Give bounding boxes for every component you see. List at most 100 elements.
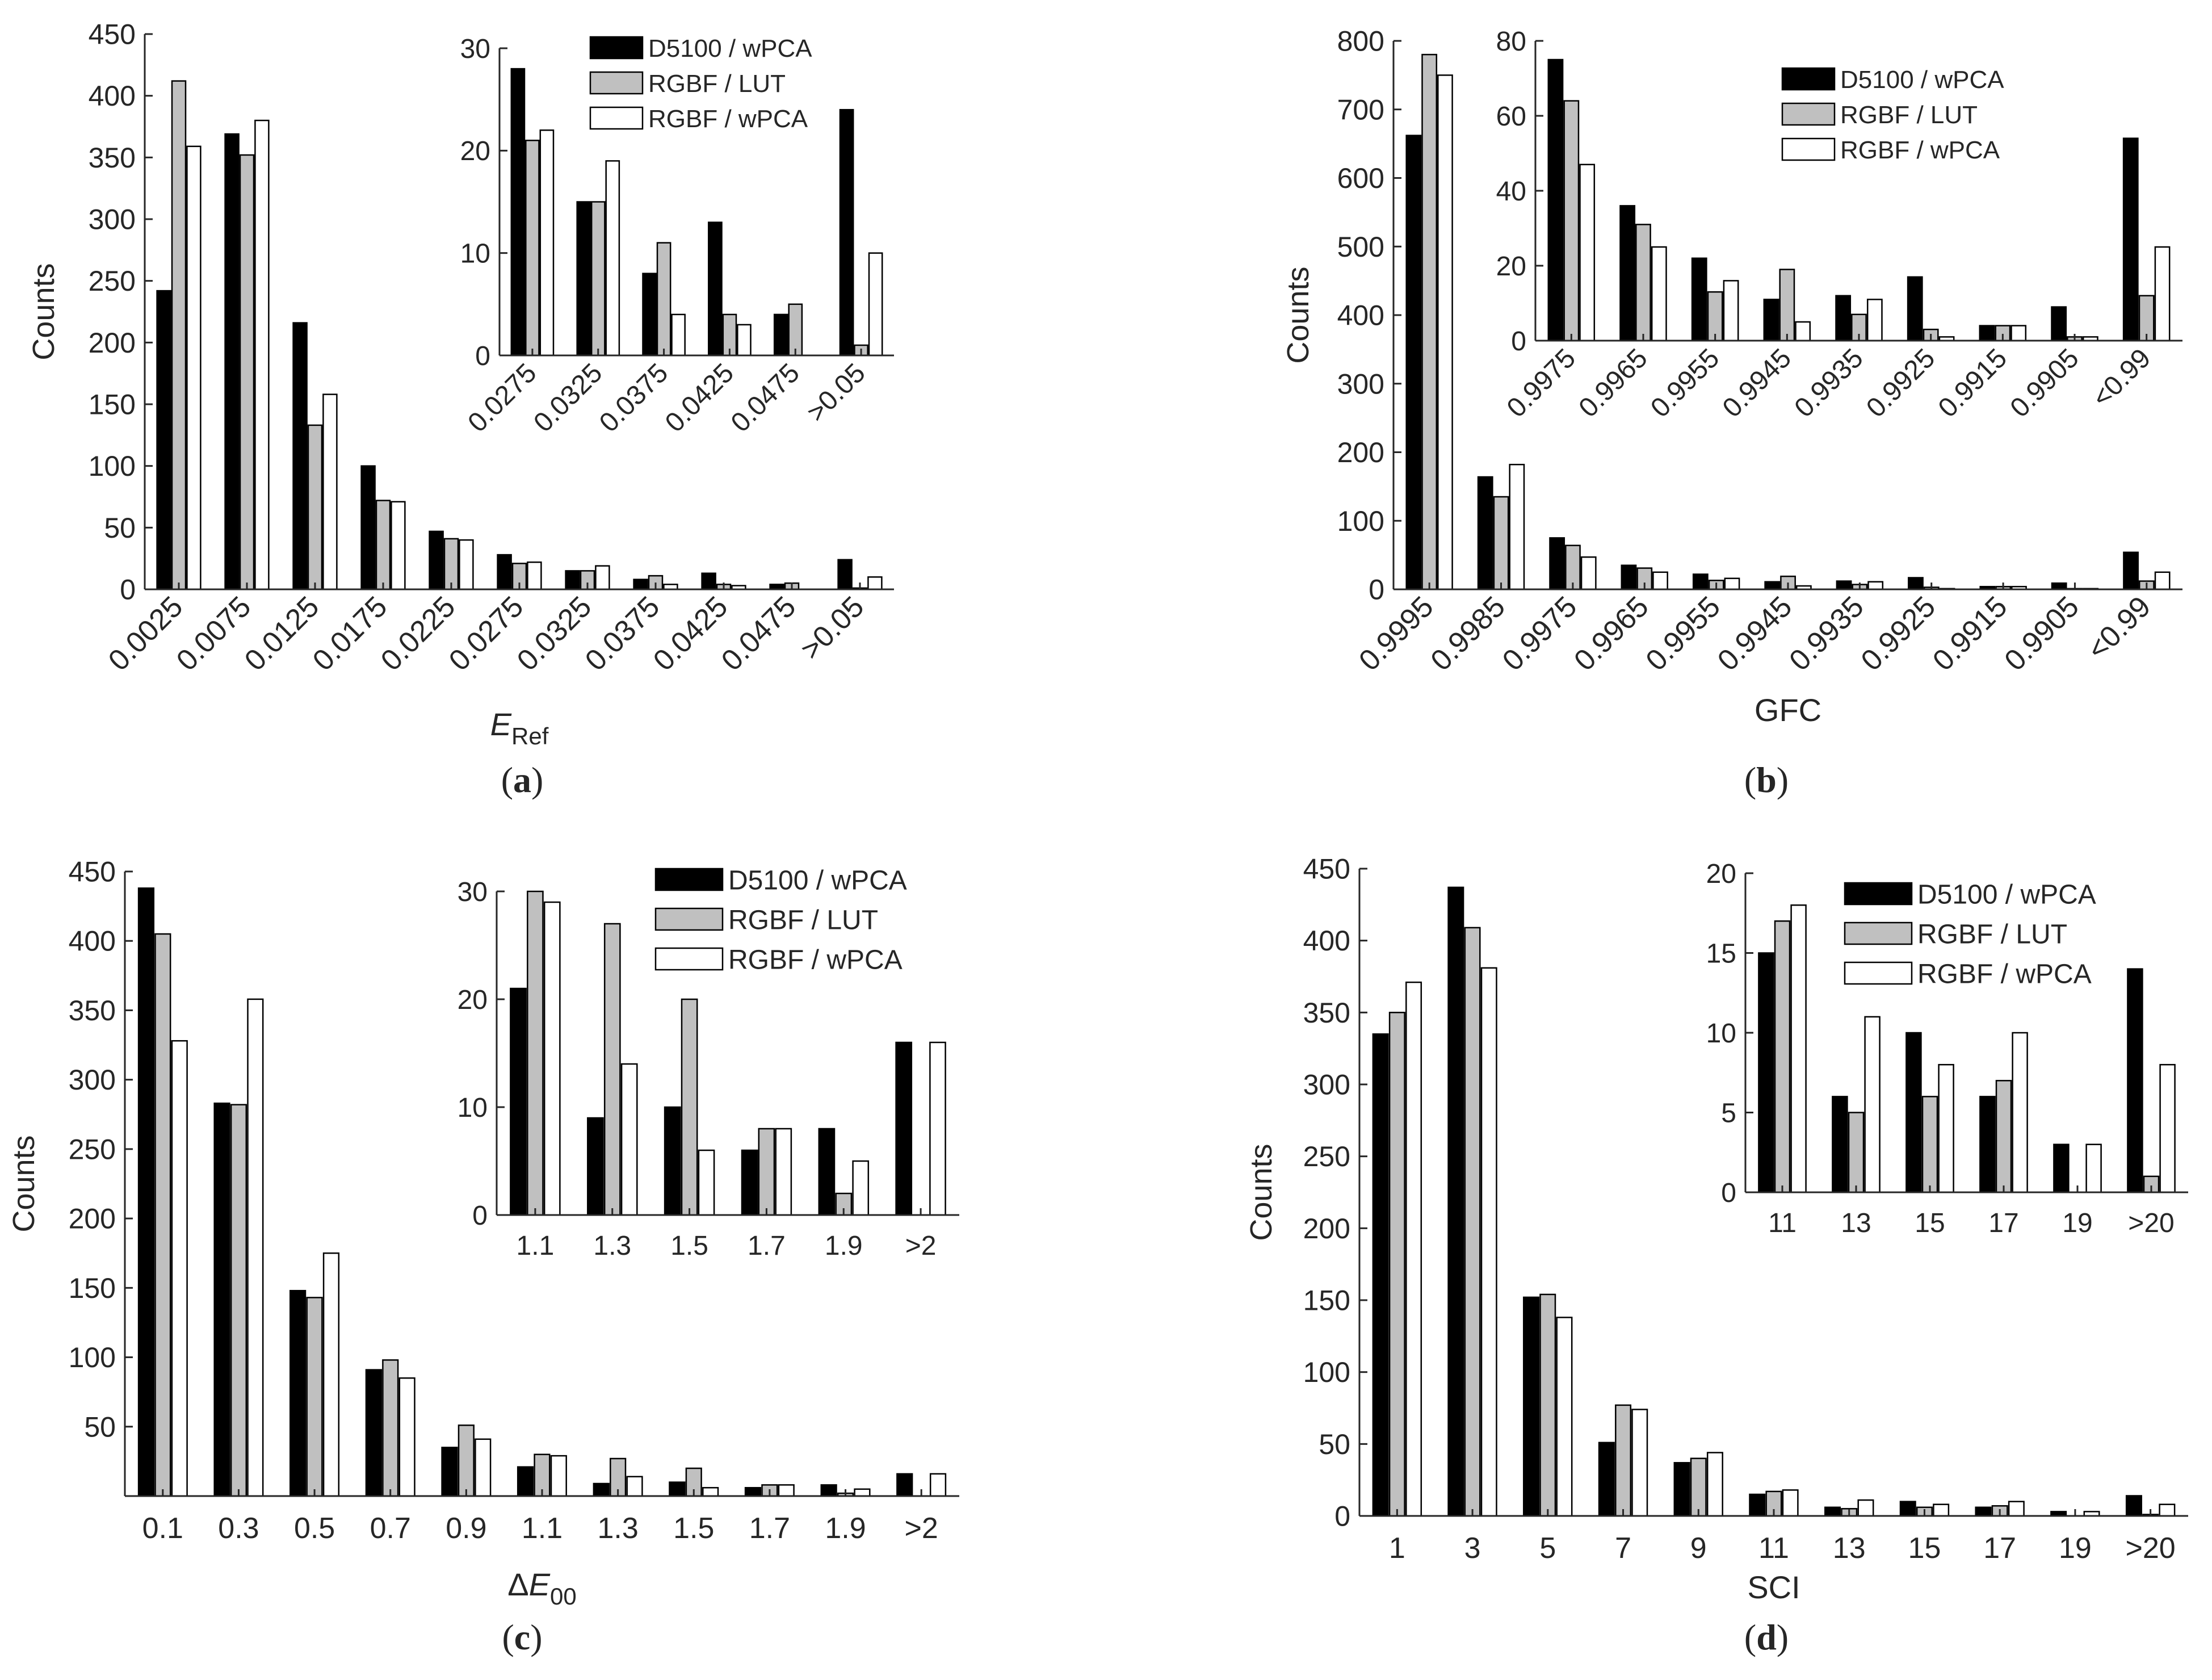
panel-b-legend-swatch-2 [1781, 102, 1836, 126]
panel-d-y-tick-label-2: 50 [1319, 1428, 1350, 1460]
panel-d-y-tick-label-6: 250 [1303, 1141, 1350, 1172]
panel-b-legend-label-2: RGBF / LUT [1840, 101, 1978, 129]
panel-c-inset-x-tick-label-3: 1.5 [670, 1231, 708, 1261]
panel-b-inset-bar-1-5 [1835, 295, 1852, 342]
panel-b-bar-1-3 [1549, 537, 1565, 590]
panel-a-bar-1-6 [497, 554, 512, 590]
panel-d-y-axis-label: Counts [1244, 1143, 1278, 1241]
panel-b-bar-1-11 [2123, 551, 2139, 590]
panel-a-bar-1-2 [224, 133, 240, 590]
panel-d-bar-3-4 [1631, 1409, 1648, 1517]
panel-b-inset-bar-1-4 [1763, 299, 1779, 342]
panel-d-inset-bar-3-1 [1790, 904, 1807, 1193]
panel-b-y-axis-label: Counts [1281, 266, 1315, 363]
panel-c-legend-swatch-2 [654, 907, 724, 931]
panel-a-inset-y-tick-label-2: 10 [460, 238, 490, 269]
panel-b-inset-bar-2-7 [1995, 325, 2011, 342]
panel-d-inset-bar-2-1 [1774, 920, 1791, 1193]
panel-b-y-tick-label-1: 0 [1369, 574, 1384, 606]
panel-c-x-tick-label-10: 1.9 [825, 1512, 866, 1545]
panel-d-legend-label-2: RGBF / LUT [1917, 919, 2067, 949]
panel-a-legend-swatch-3 [589, 106, 644, 130]
panel-c-bar-1-7 [593, 1482, 610, 1497]
panel-d-inset-bar-1-6 [2127, 968, 2143, 1193]
panel-d-x-tick-label-11: >20 [2126, 1532, 2176, 1565]
panel-c-y-tick-label-3: 150 [69, 1272, 116, 1304]
panel-c-x-axis-label: ΔE00 [507, 1566, 576, 1610]
panel-a-x-tick-label-10: 0.0475 [715, 590, 802, 677]
panel-a-inset-bar-3-4 [737, 324, 752, 357]
panel-d-legend-label-1: D5100 / wPCA [1917, 879, 2096, 910]
panel-b-inset-x-tick-label-3: 0.9955 [1645, 343, 1725, 423]
panel-b-y-tick-label-4: 300 [1337, 368, 1384, 400]
panel-c-legend-label-2: RGBF / LUT [728, 905, 878, 935]
panel-d-bar-2-1 [1388, 1012, 1405, 1517]
panel-c-bar-1-1 [137, 887, 155, 1497]
panel-d-y-tick-label-1: 0 [1334, 1501, 1350, 1532]
panel-a-inset-bar-1-4 [708, 221, 723, 357]
panel-b-x-tick-label-11: <0.99 [2081, 590, 2157, 666]
panel-c-legend: D5100 / wPCA RGBF / LUT RGBF / wPCA [654, 865, 907, 975]
panel-c-inset-x-tick-label-5: 1.9 [825, 1231, 863, 1261]
panel-a-legend-swatch-2 [589, 71, 644, 95]
panel-c-x-tick-label-7: 1.3 [597, 1512, 638, 1545]
panel-c-bar-2-5 [457, 1425, 475, 1497]
panel-c-inset-y-tick-label-4: 30 [457, 877, 488, 907]
panel-a-bar-2-2 [239, 154, 255, 590]
panel-b-bar-3-4 [1652, 571, 1668, 590]
panel-b-legend-label-1: D5100 / wPCA [1840, 66, 2004, 94]
panel-a-inset-x-tick-label-6: >0.05 [801, 358, 871, 428]
panel-b-inset-bar-1-2 [1619, 205, 1636, 342]
panel-c-caption: (c) [502, 1617, 542, 1657]
panel-d-y-tick-label-4: 150 [1303, 1285, 1350, 1317]
panel-d-inset: 0 5 10 15 20 11 13 15 17 19 >20 [1706, 859, 2188, 1238]
panel-d-inset-bar-3-5 [2085, 1143, 2102, 1193]
panel-c-inset-x-tick-label-6: >2 [905, 1231, 937, 1261]
panel-d-bar-3-3 [1556, 1317, 1573, 1517]
panel-c-inset-bar-1-5 [818, 1128, 836, 1216]
panel-a-inset-bar-1-5 [773, 313, 788, 357]
panel-a-y-tick-label-4: 150 [89, 389, 136, 421]
panel-a-inset-y-tick-label-3: 20 [460, 136, 490, 166]
panel-b-legend-label-3: RGBF / wPCA [1840, 136, 2000, 164]
panel-d-inset-x-tick-label-3: 15 [1915, 1208, 1945, 1238]
panel-c-bar-1-2 [213, 1102, 230, 1497]
panel-c-inset-bar-2-3 [681, 998, 698, 1216]
panel-c-inset-bar-3-6 [929, 1041, 946, 1216]
panel-c-y-tick-label-7: 350 [69, 995, 116, 1027]
panel-b-bar-3-7 [1867, 581, 1884, 590]
panel-d-bar-3-9 [2008, 1501, 2025, 1517]
panel-a-bar-3-11 [867, 576, 883, 590]
panel-d-bar-3-11 [2159, 1503, 2176, 1517]
panel-b-inset-bar-1-8 [2051, 306, 2067, 342]
panel-b-bar-2-3 [1565, 544, 1581, 590]
panel-a-bar-1-7 [565, 570, 580, 590]
panel-d-bar-3-5 [1706, 1452, 1723, 1517]
panel-c-y-tick-label-6: 300 [69, 1064, 116, 1096]
panel-a-y-tick-label-3: 100 [89, 450, 136, 482]
panel-b-bar-3-5 [1724, 577, 1740, 590]
panel-c-bar-2-3 [306, 1297, 323, 1497]
panel-c-inset-y-tick-label-2: 10 [457, 1093, 488, 1123]
panel-b-inset-x-tick-label-5: 0.9935 [1789, 343, 1869, 423]
panel-c-y-tick-label-5: 250 [69, 1133, 116, 1165]
panel-b-inset-bar-3-9 [2154, 246, 2171, 342]
panel-a-bar-3-7 [595, 565, 610, 590]
panel-d-inset-x-tick-label-2: 13 [1841, 1208, 1871, 1238]
panel-d-bar-1-8 [1899, 1501, 1916, 1517]
panel-d-inset-bar-2-4 [1995, 1080, 2012, 1193]
panel-d-x-tick-label-1: 1 [1389, 1532, 1405, 1565]
panel-a-x-tick-label-7: 0.0325 [511, 590, 598, 677]
panel-a-legend-label-1: D5100 / wPCA [648, 35, 812, 62]
panel-b-x-tick-label-6: 0.9945 [1711, 590, 1798, 677]
panel-d-inset-bar-1-5 [2053, 1143, 2070, 1193]
panel-c-bar-3-3 [322, 1252, 340, 1497]
panel-d-inset-x-tick-label-5: 19 [2062, 1208, 2092, 1238]
panel-d-bar-1-1 [1372, 1033, 1389, 1517]
panel-c-bar-1-4 [365, 1369, 382, 1497]
panel-a-inset-bar-1-6 [839, 108, 854, 357]
panel-c-x-tick-label-2: 0.3 [218, 1512, 259, 1545]
panel-d-caption: (d) [1744, 1617, 1789, 1657]
panel-d-inset-bar-2-3 [1921, 1096, 1938, 1193]
